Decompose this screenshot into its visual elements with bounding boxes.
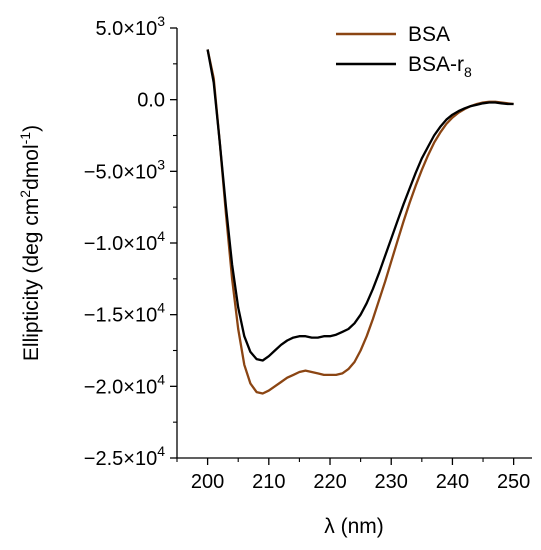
x-axis-title: λ (nm) (324, 515, 384, 538)
y-tick-label: −1.0×104 (84, 228, 165, 255)
legend: BSA BSA-r8 (336, 23, 472, 80)
y-axis-title: Ellipticity (deg cm2dmol-1) (17, 125, 43, 361)
x-tick-label: 240 (436, 471, 469, 493)
x-tick-label: 220 (313, 471, 346, 493)
series-line-bsa (206, 49, 514, 395)
x-ticks: 200 210 220 230 240 250 (176, 458, 530, 493)
y-tick-label: −1.5×104 (84, 300, 165, 327)
legend-label: BSA-r8 (408, 53, 472, 80)
series-line-bsa-r8 (206, 49, 514, 362)
y-tick-label: −2.5×104 (84, 443, 165, 470)
plot-lines (206, 49, 514, 395)
x-tick-label: 200 (191, 471, 224, 493)
y-tick-label: −5.0×103 (84, 156, 165, 183)
y-tick-label: 5.0×103 (95, 13, 165, 40)
y-ticks: 5.0×103 0.0 −5.0×103 −1.0×104 −1.5×104 −2.0×1… (84, 13, 177, 470)
x-tick-label: 210 (252, 471, 285, 493)
y-tick-label: −2.0×104 (84, 371, 165, 398)
y-tick-label: 0.0 (137, 90, 165, 112)
x-tick-label: 250 (497, 471, 530, 493)
legend-label: BSA (408, 23, 450, 46)
x-tick-label: 230 (375, 471, 408, 493)
